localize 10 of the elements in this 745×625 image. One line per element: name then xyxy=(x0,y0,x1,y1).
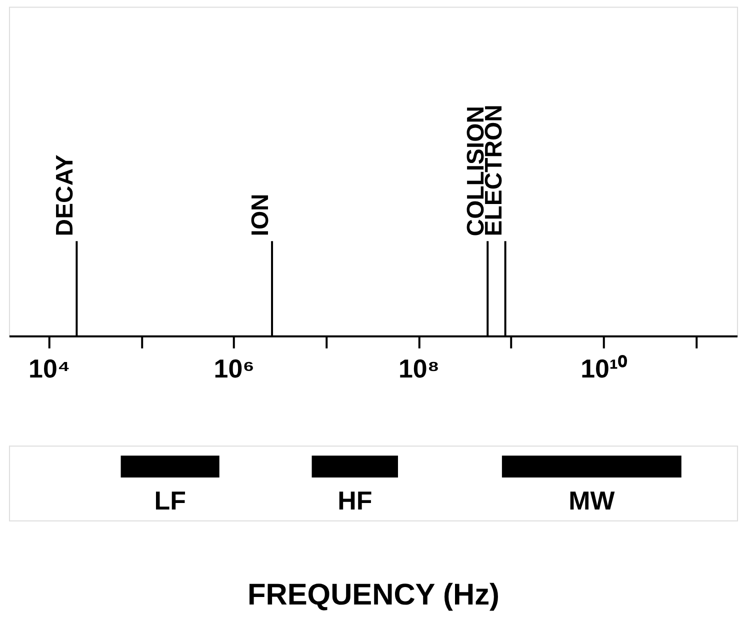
x-tick-label: 10⁶ xyxy=(214,355,255,384)
series-label: HF xyxy=(338,487,372,516)
series-label: MW xyxy=(568,487,616,516)
x-axis-title: FREQUENCY (Hz) xyxy=(247,578,500,612)
annotation: DECAY xyxy=(52,154,79,236)
x-tick-label: 10⁸ xyxy=(398,355,440,384)
x-tick-label: 10⁴ xyxy=(28,355,70,384)
annotation: ION xyxy=(247,194,274,236)
x-tick-label: 10¹⁰ xyxy=(580,354,628,384)
series-label: LF xyxy=(154,487,186,516)
